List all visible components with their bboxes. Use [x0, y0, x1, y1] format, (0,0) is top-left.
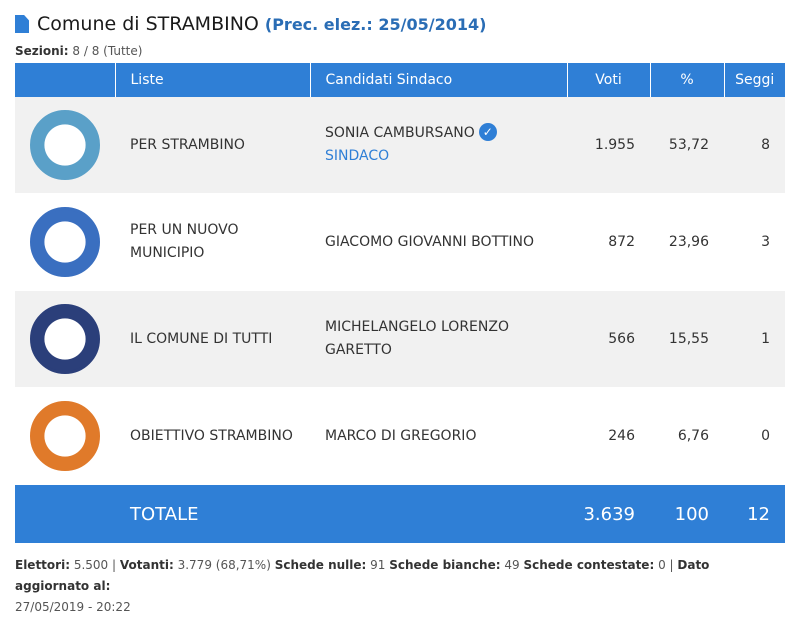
table-row: OBIETTIVO STRAMBINO MARCO DI GREGORIO 24…	[15, 387, 785, 485]
table-header: Liste Candidati Sindaco Voti % Seggi	[15, 63, 785, 97]
voti: 872	[567, 193, 650, 291]
previous-election-link[interactable]: (Prec. elez.: 25/05/2014)	[264, 14, 487, 34]
candidato-name: MARCO DI GREGORIO	[325, 427, 477, 444]
total-voti: 3.639	[567, 484, 650, 544]
header-seggi: Seggi	[724, 63, 785, 97]
page-title: Comune di STRAMBINO (Prec. elez.: 25/05/…	[15, 10, 486, 38]
logo-cell	[15, 193, 115, 291]
party-logo	[30, 207, 100, 277]
party-logo	[30, 110, 100, 180]
pct: 15,55	[650, 290, 724, 388]
party-logo	[30, 304, 100, 374]
candidato-cell: MARCO DI GREGORIO	[310, 387, 567, 485]
voti: 1.955	[567, 97, 650, 194]
logo-cell	[15, 387, 115, 485]
contestate-label: Schede contestate:	[523, 558, 655, 572]
elettori-label: Elettori:	[15, 558, 70, 572]
total-pct: 100	[650, 484, 724, 544]
pct: 53,72	[650, 97, 724, 194]
candidato-cell: GIACOMO GIOVANNI BOTTINO	[310, 193, 567, 291]
elected-badge: SINDACO	[325, 148, 390, 164]
sezioni-info: Sezioni: 8 / 8 (Tutte)	[15, 44, 142, 58]
candidato-cell: MICHELANGELO LORENZO GARETTO	[310, 290, 567, 388]
lista-name: OBIETTIVO STRAMBINO	[115, 387, 310, 485]
total-label: TOTALE	[115, 484, 310, 544]
document-icon	[15, 15, 29, 33]
table-row: PER STRAMBINO SONIA CAMBURSANO ✓ SINDACO 1…	[15, 97, 785, 194]
sezioni-label: Sezioni:	[15, 44, 69, 58]
logo-cell	[15, 97, 115, 194]
total-seggi: 12	[724, 484, 785, 544]
party-logo	[30, 401, 100, 471]
header-pct: %	[650, 63, 725, 97]
lista-name: PER STRAMBINO	[115, 97, 310, 194]
seggi: 1	[724, 290, 785, 388]
seggi: 8	[724, 97, 785, 194]
logo-cell	[15, 290, 115, 388]
candidato-name: GIACOMO GIOVANNI BOTTINO	[325, 233, 535, 250]
table-row: PER UN NUOVO MUNICIPIO GIACOMO GIOVANNI …	[15, 193, 785, 291]
candidato-name: SONIA CAMBURSANO	[325, 125, 475, 141]
table-row: IL COMUNE DI TUTTI MICHELANGELO LORENZO …	[15, 290, 785, 388]
candidato-cell: SONIA CAMBURSANO ✓ SINDACO	[310, 97, 567, 194]
header-candidati: Candidati Sindaco	[310, 63, 568, 97]
seggi: 0	[724, 387, 785, 485]
bianche: 49	[504, 558, 520, 572]
header-voti: Voti	[567, 63, 651, 97]
nulle-label: Schede nulle:	[274, 558, 367, 572]
check-icon: ✓	[478, 123, 497, 141]
bianche-label: Schede bianche:	[389, 558, 501, 572]
votanti-label: Votanti:	[119, 558, 174, 572]
seggi: 3	[724, 193, 785, 291]
footer-stats: Elettori: 5.500 | Votanti: 3.779 (68,71%…	[15, 558, 710, 614]
lista-name: IL COMUNE DI TUTTI	[115, 290, 310, 388]
elettori: 5.500	[73, 558, 109, 572]
pct: 6,76	[650, 387, 724, 485]
voti: 566	[567, 290, 650, 388]
aggiornato: 27/05/2019 - 20:22	[15, 600, 131, 614]
nulle: 91	[370, 558, 386, 572]
aggiornato-label: Dato aggiornato al:	[15, 558, 710, 593]
total-row: TOTALE 3.639 100 12	[15, 484, 785, 544]
contestate: 0	[658, 558, 666, 572]
lista-name: PER UN NUOVO MUNICIPIO	[115, 193, 310, 291]
voti: 246	[567, 387, 650, 485]
votanti: 3.779 (68,71%)	[177, 558, 271, 572]
sezioni-value: 8 / 8 (Tutte)	[72, 44, 143, 58]
header-logo	[15, 63, 116, 97]
results-table: Liste Candidati Sindaco Voti % Seggi PER…	[15, 63, 785, 544]
pct: 23,96	[650, 193, 724, 291]
comune-name: Comune di STRAMBINO	[37, 13, 259, 35]
header-liste: Liste	[115, 63, 311, 97]
candidato-name: MICHELANGELO LORENZO GARETTO	[325, 319, 509, 358]
